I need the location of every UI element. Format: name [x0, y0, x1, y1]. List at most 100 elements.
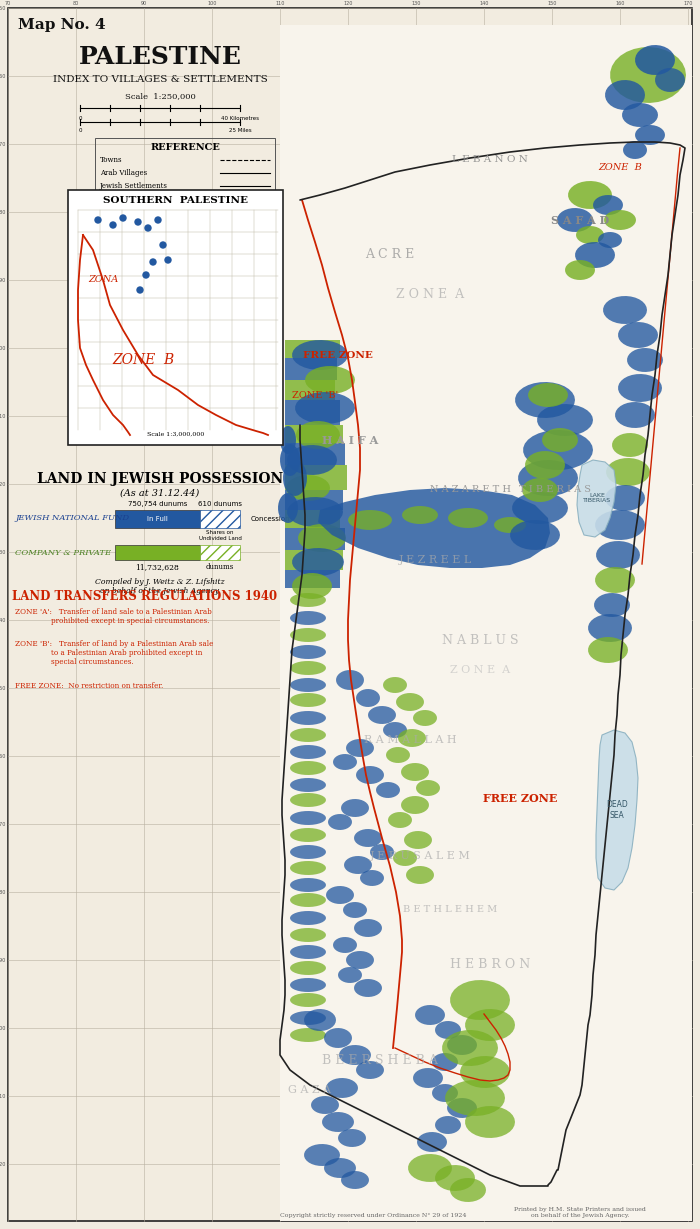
Polygon shape	[339, 1045, 371, 1066]
Polygon shape	[354, 980, 382, 997]
Bar	[285, 380, 335, 399]
Polygon shape	[627, 348, 663, 372]
Text: 120: 120	[343, 1, 353, 6]
Bar	[200, 544, 240, 560]
Bar	[285, 570, 340, 587]
Polygon shape	[338, 967, 362, 983]
Polygon shape	[286, 476, 330, 501]
Circle shape	[135, 219, 141, 225]
Circle shape	[110, 222, 116, 229]
Polygon shape	[292, 548, 344, 576]
Polygon shape	[376, 782, 400, 798]
Polygon shape	[435, 1165, 475, 1191]
Bar	[285, 425, 343, 442]
Polygon shape	[612, 433, 648, 457]
Text: L E B A N O N: L E B A N O N	[452, 156, 528, 165]
Bar	[285, 399, 340, 425]
Text: 360: 360	[0, 753, 6, 758]
Bar	[285, 340, 340, 358]
Text: FREE ZONE: FREE ZONE	[303, 350, 373, 360]
Polygon shape	[605, 485, 645, 511]
Bar	[115, 544, 200, 560]
Text: 90: 90	[141, 1, 147, 6]
Text: INDEX TO VILLAGES & SETTLEMENTS: INDEX TO VILLAGES & SETTLEMENTS	[52, 75, 267, 84]
Polygon shape	[432, 1084, 458, 1102]
Polygon shape	[593, 195, 623, 215]
Polygon shape	[290, 978, 326, 992]
Text: ZONA: ZONA	[88, 275, 118, 284]
Polygon shape	[341, 799, 369, 817]
Polygon shape	[604, 210, 636, 230]
Text: Compiled by J. Weitz & Z. Lifshitz
on behalf of the Jewish Agency.: Compiled by J. Weitz & Z. Lifshitz on be…	[95, 578, 225, 595]
Polygon shape	[388, 812, 412, 828]
Polygon shape	[605, 80, 645, 109]
Polygon shape	[445, 1080, 505, 1116]
Polygon shape	[595, 510, 645, 540]
Text: Towns: Towns	[100, 156, 122, 163]
Polygon shape	[398, 729, 426, 747]
Bar	[280, 25, 692, 1220]
Polygon shape	[383, 721, 407, 737]
Text: dunums: dunums	[206, 563, 234, 571]
Polygon shape	[295, 392, 355, 424]
Text: SOUTHERN  PALESTINE: SOUTHERN PALESTINE	[103, 195, 248, 205]
Polygon shape	[328, 814, 352, 830]
Polygon shape	[341, 1171, 369, 1188]
Polygon shape	[326, 886, 354, 905]
Polygon shape	[298, 524, 346, 552]
Polygon shape	[606, 458, 650, 485]
Text: 320: 320	[0, 482, 6, 487]
Bar	[200, 510, 240, 528]
Bar	[95, 138, 275, 218]
Text: FREE ZONE: FREE ZONE	[483, 793, 557, 804]
Polygon shape	[311, 1096, 339, 1113]
Polygon shape	[435, 1116, 461, 1134]
Polygon shape	[354, 919, 382, 936]
Text: Copyright strictly reserved under Ordinance N° 29 of 1924: Copyright strictly reserved under Ordina…	[280, 1213, 466, 1218]
Polygon shape	[304, 1009, 336, 1031]
Text: Jewish Settlements: Jewish Settlements	[100, 182, 168, 190]
Text: Arab Villages: Arab Villages	[100, 170, 147, 177]
Polygon shape	[618, 322, 658, 348]
Text: H A I F A: H A I F A	[322, 435, 378, 445]
Text: Scale 1:3,000,000: Scale 1:3,000,000	[147, 433, 204, 438]
Polygon shape	[348, 510, 392, 530]
Text: 40 Kilometres: 40 Kilometres	[221, 116, 259, 120]
Polygon shape	[603, 296, 647, 324]
Text: FREE ZONE:  No restriction on transfer.: FREE ZONE: No restriction on transfer.	[15, 682, 163, 689]
Text: R A M A L L A H: R A M A L L A H	[364, 735, 456, 745]
Polygon shape	[598, 232, 622, 248]
Polygon shape	[393, 850, 417, 866]
Circle shape	[155, 218, 161, 222]
Polygon shape	[635, 45, 675, 75]
Polygon shape	[290, 1027, 326, 1042]
Polygon shape	[577, 460, 616, 537]
Polygon shape	[333, 936, 357, 952]
Text: Concession: Concession	[250, 516, 290, 522]
Polygon shape	[635, 125, 665, 145]
Text: 340: 340	[0, 617, 6, 623]
Text: ZONE  B: ZONE B	[598, 163, 642, 172]
Polygon shape	[622, 103, 658, 127]
Polygon shape	[290, 594, 326, 607]
Polygon shape	[290, 645, 326, 659]
Polygon shape	[356, 1061, 384, 1079]
Text: 390: 390	[0, 957, 6, 962]
Polygon shape	[290, 862, 326, 875]
Polygon shape	[413, 1068, 443, 1088]
Text: JEWISH NATIONAL FUND: JEWISH NATIONAL FUND	[15, 514, 129, 522]
Polygon shape	[406, 866, 434, 884]
Text: Z O N E  A: Z O N E A	[450, 665, 510, 675]
Polygon shape	[290, 911, 326, 925]
Polygon shape	[338, 1129, 366, 1147]
Polygon shape	[290, 846, 326, 859]
Bar	[285, 528, 345, 551]
Circle shape	[165, 257, 171, 263]
Polygon shape	[415, 1005, 445, 1025]
Text: ZONE 'B': ZONE 'B'	[292, 391, 338, 399]
Circle shape	[160, 242, 166, 248]
Polygon shape	[465, 1009, 515, 1041]
Polygon shape	[370, 844, 394, 860]
Bar	[285, 551, 343, 570]
Polygon shape	[322, 1112, 354, 1132]
